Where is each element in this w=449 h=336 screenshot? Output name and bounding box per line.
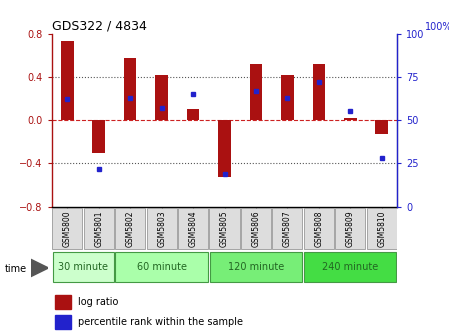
Bar [313, 64, 325, 120]
Bar [375, 120, 388, 134]
Bar [335, 208, 365, 249]
Bar [124, 58, 136, 120]
Bar [115, 252, 208, 282]
Bar [210, 252, 302, 282]
Bar [55, 295, 70, 309]
Bar [304, 252, 396, 282]
Bar [281, 75, 294, 120]
Bar [92, 120, 105, 153]
Bar [241, 208, 271, 249]
Bar [366, 208, 397, 249]
Bar [218, 120, 231, 177]
Text: GDS322 / 4834: GDS322 / 4834 [52, 19, 146, 33]
Text: time: time [4, 264, 26, 275]
Text: GSM5804: GSM5804 [189, 210, 198, 247]
Bar [61, 41, 74, 120]
Text: GSM5809: GSM5809 [346, 210, 355, 247]
Bar [155, 75, 168, 120]
Bar [115, 208, 145, 249]
Bar [52, 208, 83, 249]
Bar [55, 315, 70, 329]
Text: GSM5803: GSM5803 [157, 210, 166, 247]
Bar [84, 208, 114, 249]
Text: GSM5800: GSM5800 [63, 210, 72, 247]
Text: 120 minute: 120 minute [228, 262, 284, 272]
Bar [344, 118, 357, 120]
Y-axis label: 100%: 100% [425, 22, 449, 32]
Text: GSM5806: GSM5806 [251, 210, 260, 247]
Text: log ratio: log ratio [78, 297, 118, 307]
Polygon shape [31, 259, 48, 277]
Text: GSM5807: GSM5807 [283, 210, 292, 247]
Text: 30 minute: 30 minute [58, 262, 108, 272]
Bar [146, 208, 177, 249]
Text: GSM5810: GSM5810 [377, 210, 386, 247]
Text: GSM5801: GSM5801 [94, 210, 103, 247]
Text: 60 minute: 60 minute [136, 262, 187, 272]
Bar [187, 109, 199, 120]
Text: percentile rank within the sample: percentile rank within the sample [78, 317, 242, 327]
Bar [209, 208, 240, 249]
Text: GSM5805: GSM5805 [220, 210, 229, 247]
Bar [178, 208, 208, 249]
Bar [272, 208, 303, 249]
Bar [250, 64, 262, 120]
Bar [53, 252, 114, 282]
Text: GSM5802: GSM5802 [126, 210, 135, 247]
Text: 240 minute: 240 minute [322, 262, 379, 272]
Text: GSM5808: GSM5808 [314, 210, 323, 247]
Bar [304, 208, 334, 249]
